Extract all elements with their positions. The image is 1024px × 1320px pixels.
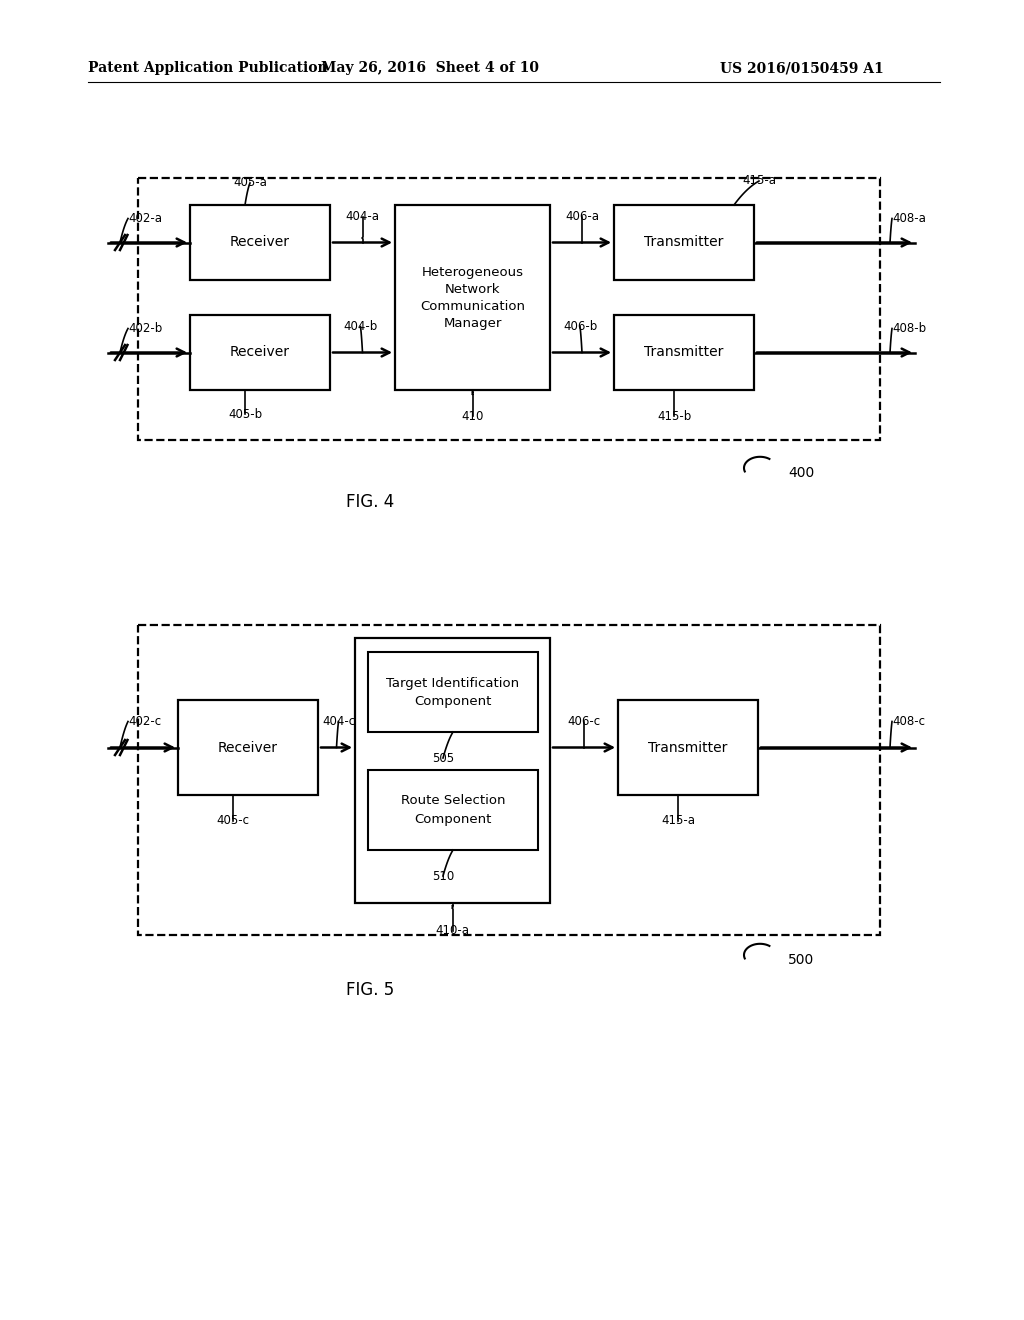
Text: FIG. 4: FIG. 4 <box>346 492 394 511</box>
Text: 404-b: 404-b <box>343 319 378 333</box>
Text: 510: 510 <box>432 870 454 883</box>
Text: 415-a: 415-a <box>662 814 695 828</box>
Text: Target Identification: Target Identification <box>386 676 519 689</box>
Bar <box>190 205 330 280</box>
Text: 415-b: 415-b <box>656 409 691 422</box>
Text: 406-c: 406-c <box>567 715 600 729</box>
Bar <box>395 205 550 389</box>
Bar <box>355 638 550 903</box>
Text: Receiver: Receiver <box>230 235 290 249</box>
Bar <box>190 315 330 389</box>
Text: Transmitter: Transmitter <box>644 235 724 249</box>
Text: US 2016/0150459 A1: US 2016/0150459 A1 <box>720 61 884 75</box>
Text: 404-c: 404-c <box>322 715 355 729</box>
Text: May 26, 2016  Sheet 4 of 10: May 26, 2016 Sheet 4 of 10 <box>321 61 539 75</box>
Text: Manager: Manager <box>443 317 502 330</box>
Bar <box>614 205 754 280</box>
Text: 402-a: 402-a <box>128 213 162 224</box>
Bar <box>614 315 754 389</box>
Text: 408-a: 408-a <box>892 213 926 224</box>
Text: Network: Network <box>444 282 501 296</box>
Text: Route Selection: Route Selection <box>400 795 505 808</box>
Text: 406-b: 406-b <box>563 319 597 333</box>
Text: Transmitter: Transmitter <box>648 741 728 755</box>
Text: Component: Component <box>415 813 492 826</box>
Text: 505: 505 <box>432 751 454 764</box>
Text: Receiver: Receiver <box>230 346 290 359</box>
Text: 406-a: 406-a <box>565 210 599 223</box>
Text: Communication: Communication <box>420 300 525 313</box>
Text: 408-b: 408-b <box>892 322 926 335</box>
Text: 410: 410 <box>462 409 483 422</box>
Text: 410-a: 410-a <box>435 924 469 937</box>
Bar <box>368 770 538 850</box>
Bar <box>178 700 318 795</box>
Text: Patent Application Publication: Patent Application Publication <box>88 61 328 75</box>
Text: Heterogeneous: Heterogeneous <box>422 267 523 279</box>
Text: 405-b: 405-b <box>228 408 262 421</box>
Text: 405-c: 405-c <box>216 814 250 828</box>
Text: 405-a: 405-a <box>233 177 267 190</box>
Text: 402-c: 402-c <box>128 715 161 729</box>
Text: 415-a: 415-a <box>742 174 776 187</box>
Text: 402-b: 402-b <box>128 322 162 335</box>
Bar <box>138 178 880 440</box>
Text: Receiver: Receiver <box>218 741 278 755</box>
Text: Transmitter: Transmitter <box>644 346 724 359</box>
Bar <box>618 700 758 795</box>
Text: 500: 500 <box>788 953 814 968</box>
Text: Component: Component <box>415 696 492 709</box>
Text: FIG. 5: FIG. 5 <box>346 981 394 999</box>
Bar <box>138 624 880 935</box>
Text: 404-a: 404-a <box>345 210 380 223</box>
Text: 400: 400 <box>788 466 814 480</box>
Text: 408-c: 408-c <box>892 715 925 729</box>
Bar <box>368 652 538 733</box>
